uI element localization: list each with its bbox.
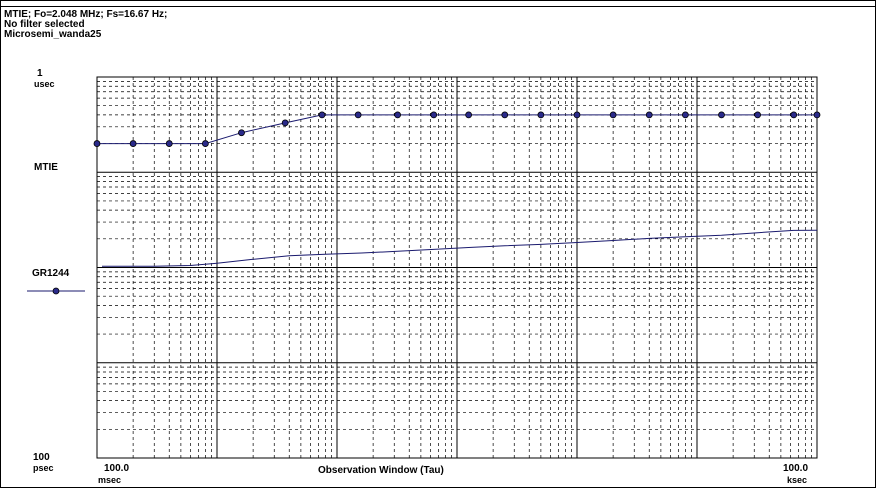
y-axis-bottom-value: 100 xyxy=(33,452,50,463)
mask-point xyxy=(754,111,762,119)
legend-label: GR1244 xyxy=(32,268,70,279)
mask-point xyxy=(281,119,289,127)
x-axis-left-unit: msec xyxy=(98,475,122,485)
mask-point xyxy=(354,111,362,119)
mask-point xyxy=(201,140,209,147)
y-axis-bottom-unit: psec xyxy=(33,463,54,473)
y-axis-top-value: 1 xyxy=(37,68,43,79)
mask-point xyxy=(93,140,101,147)
x-axis-right-unit: ksec xyxy=(787,475,808,485)
mask-point xyxy=(394,111,402,119)
mask-point xyxy=(609,111,617,119)
mask-point xyxy=(813,111,821,119)
title-bar-rule xyxy=(1,6,875,7)
mask-point xyxy=(129,140,137,147)
mask-point xyxy=(430,111,438,119)
mask-point xyxy=(718,111,725,119)
mask-point xyxy=(790,111,798,119)
x-axis-title: Observation Window (Tau) xyxy=(318,465,444,476)
measured-mtie-line xyxy=(102,229,818,267)
header-line-1: MTIE; Fo=2.048 MHz; Fs=16.67 Hz; xyxy=(4,9,168,20)
mask-point xyxy=(465,111,473,119)
x-axis-left-value: 100.0 xyxy=(104,463,130,474)
header-line-2: No filter selected xyxy=(4,19,85,30)
mask-point xyxy=(645,111,653,119)
legend-marker xyxy=(52,287,60,295)
mask-point xyxy=(501,111,509,119)
mask-point xyxy=(681,111,689,119)
header-line-3: Microsemi_wanda25 xyxy=(4,29,102,40)
plot-border xyxy=(96,76,818,459)
y-axis-top-unit: usec xyxy=(34,79,55,89)
mask-point xyxy=(165,140,173,147)
x-axis-right-value: 100.0 xyxy=(783,463,809,474)
mask-point xyxy=(238,129,245,137)
y-axis-series-label: MTIE xyxy=(34,162,58,173)
mask-point xyxy=(573,111,581,119)
mask-point xyxy=(318,111,326,119)
mask-point xyxy=(537,111,545,119)
